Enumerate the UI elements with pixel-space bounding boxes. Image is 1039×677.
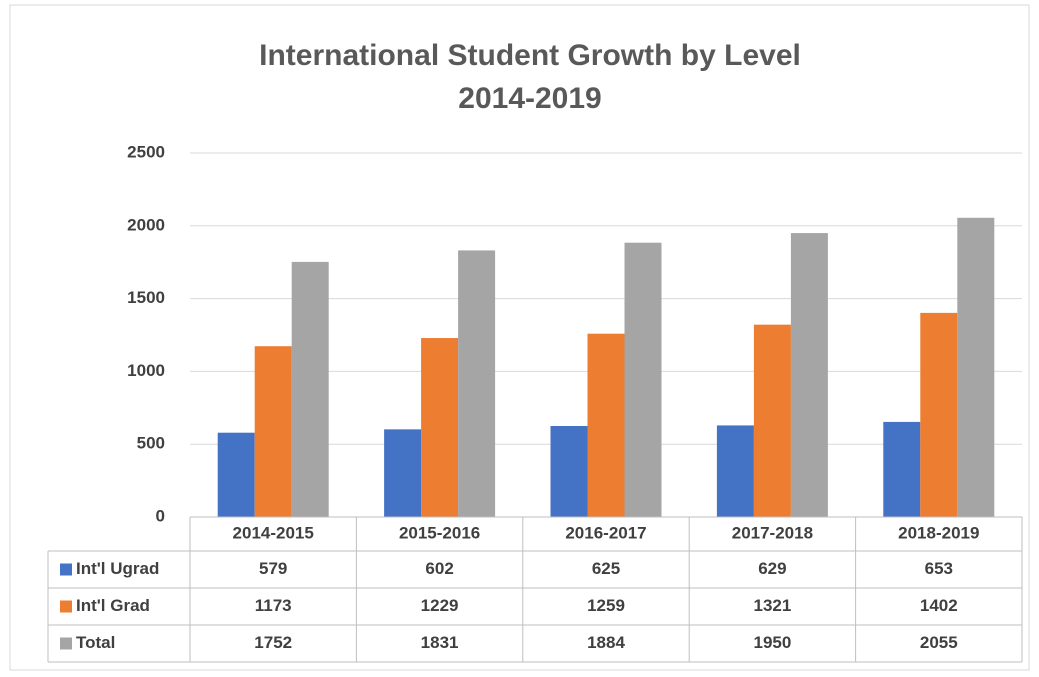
table-value: 1831	[421, 633, 459, 652]
legend-key	[60, 600, 72, 613]
table-value: 602	[425, 559, 453, 578]
table-value: 1321	[753, 596, 791, 615]
bar	[550, 426, 588, 517]
bar	[587, 333, 625, 517]
bar	[883, 421, 921, 517]
bar	[790, 233, 828, 517]
y-tick-label: 2500	[127, 142, 165, 161]
y-tick-label: 0	[156, 506, 165, 525]
table-value: 629	[758, 559, 786, 578]
legend-label: Int'l Ugrad	[76, 559, 159, 578]
legend-key	[60, 563, 72, 576]
table-value: 1173	[255, 596, 292, 615]
table-value: 1402	[920, 596, 958, 615]
bar	[421, 338, 459, 517]
category-label: 2015-2016	[399, 523, 480, 542]
legend-label: Total	[76, 633, 115, 652]
y-tick-label: 1000	[127, 361, 165, 380]
chart-title: International Student Growth by Level	[259, 39, 801, 72]
category-label: 2016-2017	[565, 523, 646, 542]
bar	[384, 429, 422, 517]
table-value: 625	[592, 559, 620, 578]
bar	[753, 324, 791, 517]
table-value: 653	[925, 559, 953, 578]
table-value: 579	[259, 559, 287, 578]
y-tick-label: 2000	[127, 215, 165, 234]
chart-border	[9, 4, 1030, 671]
y-tick-label: 500	[137, 434, 165, 453]
table-value: 2055	[920, 633, 958, 652]
bar	[624, 242, 662, 517]
legend-key	[60, 637, 72, 650]
bar	[957, 217, 995, 518]
table-value: 1259	[587, 596, 625, 615]
y-tick-label: 1500	[127, 288, 165, 307]
chart-subtitle: 2014-2019	[458, 82, 601, 115]
category-label: 2018-2019	[898, 523, 979, 542]
bar	[716, 425, 754, 517]
bar	[217, 432, 255, 517]
table-value: 1884	[587, 633, 625, 652]
legend-label: Int'l Grad	[76, 596, 150, 615]
bar	[291, 261, 329, 517]
table-value: 1229	[421, 596, 459, 615]
table-value: 1950	[753, 633, 791, 652]
bar	[920, 312, 958, 517]
category-label: 2017-2018	[732, 523, 813, 542]
bar	[254, 346, 292, 517]
table-value: 1752	[254, 633, 292, 652]
category-label: 2014-2015	[233, 523, 314, 542]
bar	[458, 250, 496, 517]
